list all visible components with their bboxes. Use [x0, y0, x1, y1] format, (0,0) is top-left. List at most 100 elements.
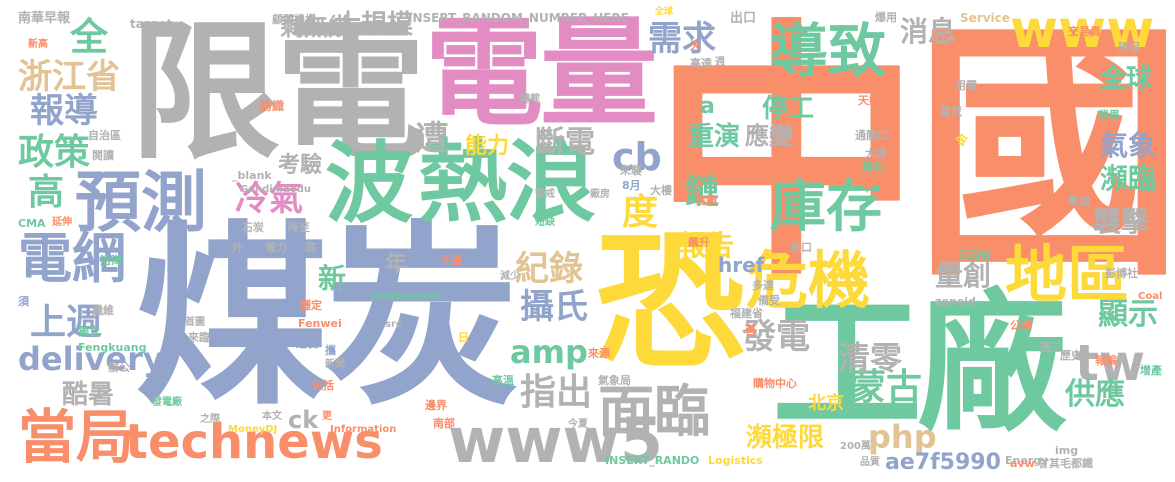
word: 迫使: [296, 337, 318, 350]
word: 卡: [862, 181, 873, 194]
word: img: [1055, 444, 1079, 457]
word: 降至: [288, 221, 310, 234]
word: 業界: [1098, 109, 1120, 122]
word: 面臨: [598, 380, 710, 445]
word: 信賴: [695, 194, 717, 207]
word: Gandimaodu: [240, 184, 311, 195]
word: 增產: [1140, 364, 1162, 377]
word: 高達: [690, 57, 712, 70]
word: 鏈: [685, 172, 719, 212]
word: 聚酯: [935, 211, 957, 224]
word: 煤炭: [135, 204, 519, 431]
word: 來臨: [188, 331, 210, 344]
word: Fenwei: [298, 317, 342, 330]
word: src: [385, 319, 402, 330]
word: 年: [385, 252, 408, 277]
word: 邊界: [425, 399, 447, 412]
word: 電力: [265, 241, 287, 254]
word: 來源: [588, 347, 610, 360]
word: a: [700, 94, 715, 119]
word: 中國: [652, 0, 1175, 312]
word: 警戒: [535, 189, 555, 200]
word: 指出: [520, 372, 593, 413]
word: 熱浪: [418, 130, 596, 235]
word: 大樓: [650, 184, 672, 197]
word: 消息: [900, 15, 957, 48]
word: 兩: [880, 111, 893, 125]
word: 庫存: [770, 175, 882, 240]
word: 廠房: [590, 189, 610, 200]
word: 危機: [746, 244, 871, 317]
word: 波: [325, 132, 414, 235]
word: www: [1010, 0, 1155, 60]
word: _blank: [232, 169, 272, 182]
word: 大規模: [335, 10, 414, 40]
word: 備受: [758, 294, 780, 307]
word: 外: [232, 241, 243, 254]
word: 能力: [465, 134, 510, 159]
word: 瀕臨: [1100, 162, 1157, 195]
word: 攝氏: [520, 287, 588, 327]
word: 天數: [858, 94, 880, 107]
word: 重演: [688, 122, 741, 152]
word: 天: [690, 39, 701, 52]
word: zoneid: [935, 295, 976, 308]
word: ck: [288, 406, 319, 434]
word: Service: [960, 11, 1010, 25]
word: 菩: [745, 324, 756, 337]
word: Fengkuang: [78, 341, 147, 354]
word: 發電: [742, 317, 810, 357]
word: 進口: [790, 241, 812, 254]
word: 皆: [1140, 94, 1167, 124]
word: 週三: [1040, 341, 1062, 354]
word: 週: [715, 57, 725, 68]
word: 地區: [1005, 238, 1130, 311]
word: 蒙古: [850, 367, 923, 408]
word: 冷氣: [235, 179, 303, 219]
word: 全球: [655, 7, 674, 17]
word: 惡化: [862, 161, 884, 174]
word: technews: [125, 414, 383, 470]
word: 辦公: [108, 361, 130, 374]
word: 200萬: [840, 441, 871, 452]
word: 更: [322, 411, 332, 422]
word: 導致: [770, 17, 887, 85]
word: 氣象局: [598, 374, 631, 387]
word: 飆升: [688, 236, 710, 249]
word: INSERT_RANDO: [605, 454, 700, 467]
word: 干擾: [440, 254, 462, 267]
word: 爆用: [875, 11, 897, 24]
word: 發電廠: [152, 397, 182, 408]
word: 上週: [30, 302, 103, 343]
word: 購物中心: [753, 377, 797, 390]
word: 多達: [752, 279, 774, 292]
word: 高溫: [492, 374, 514, 387]
word: 報告: [678, 229, 735, 262]
word: 需求: [648, 19, 716, 59]
word: 轉載: [520, 94, 540, 105]
word: 清零: [838, 339, 903, 377]
word: 應變: [745, 122, 793, 150]
word: ae7f5990: [885, 450, 1001, 475]
word: 穩定: [300, 299, 322, 312]
word: 通關口: [855, 129, 888, 142]
word: 出口: [730, 11, 757, 26]
word: shutterstock: [370, 291, 442, 302]
word: 電量: [425, 4, 658, 142]
word: 工廠: [772, 278, 1067, 452]
word: 電荒: [940, 105, 962, 118]
word: 浙江省: [18, 57, 120, 97]
word: 預測: [75, 164, 207, 241]
word: 限電: [130, 6, 426, 180]
word: tw: [1075, 334, 1146, 392]
word: php: [868, 418, 937, 456]
word: 顧問機構: [272, 13, 316, 26]
word: 自治區: [88, 129, 121, 142]
word: 度: [622, 192, 659, 233]
word: 報編: [1095, 354, 1117, 367]
word: 供應: [1065, 377, 1125, 412]
word: 北京: [808, 393, 844, 414]
word: 新聞: [325, 359, 345, 370]
word: 氣溫: [1068, 194, 1090, 207]
